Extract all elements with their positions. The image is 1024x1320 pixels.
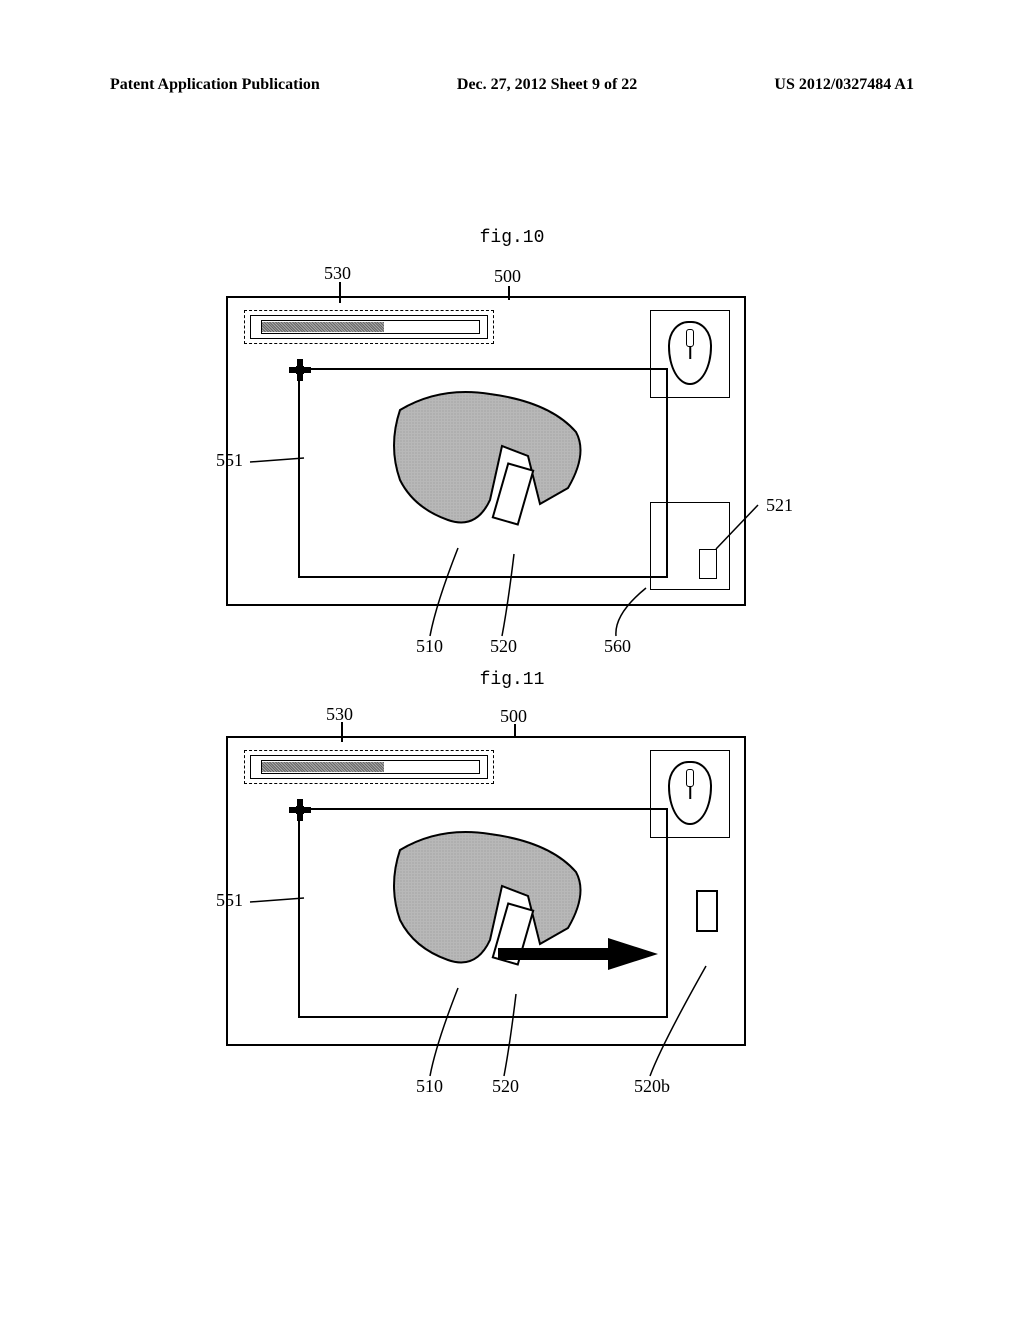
progress-outer-frame: ⧗ [250,315,488,339]
progress-indicator: ⧗ [244,750,494,784]
progress-fill [262,762,384,772]
page-header: Patent Application Publication Dec. 27, … [110,76,914,94]
progress-fill [262,322,384,332]
leader-line [516,500,716,700]
leader-line [514,724,516,738]
callout-500: 500 [494,266,521,287]
publication-number: US 2012/0327484 A1 [774,76,914,94]
mouse-icon [668,761,712,825]
leader-line [550,940,750,1140]
fig10-label: fig.10 [480,228,545,248]
progress-track: ⧗ [261,320,480,334]
leader-line [508,286,510,300]
date-sheet-label: Dec. 27, 2012 Sheet 9 of 22 [457,76,637,94]
mouse-wheel-icon [686,329,694,347]
progress-track: ⧗ [261,760,480,774]
mouse-icon [668,321,712,385]
leader-line [339,282,341,303]
mouse-wheel-icon [686,769,694,787]
publication-label: Patent Application Publication [110,76,320,94]
progress-indicator: ⧗ [244,310,494,344]
leader-line [150,362,350,562]
callout-530: 530 [326,704,353,725]
callout-530: 530 [324,263,351,284]
leader-line [150,802,350,1002]
mouse-center-line [689,347,691,359]
leader-line [341,722,343,742]
mouse-center-line [689,787,691,799]
progress-outer-frame: ⧗ [250,755,488,779]
eraser-icon [696,890,718,932]
